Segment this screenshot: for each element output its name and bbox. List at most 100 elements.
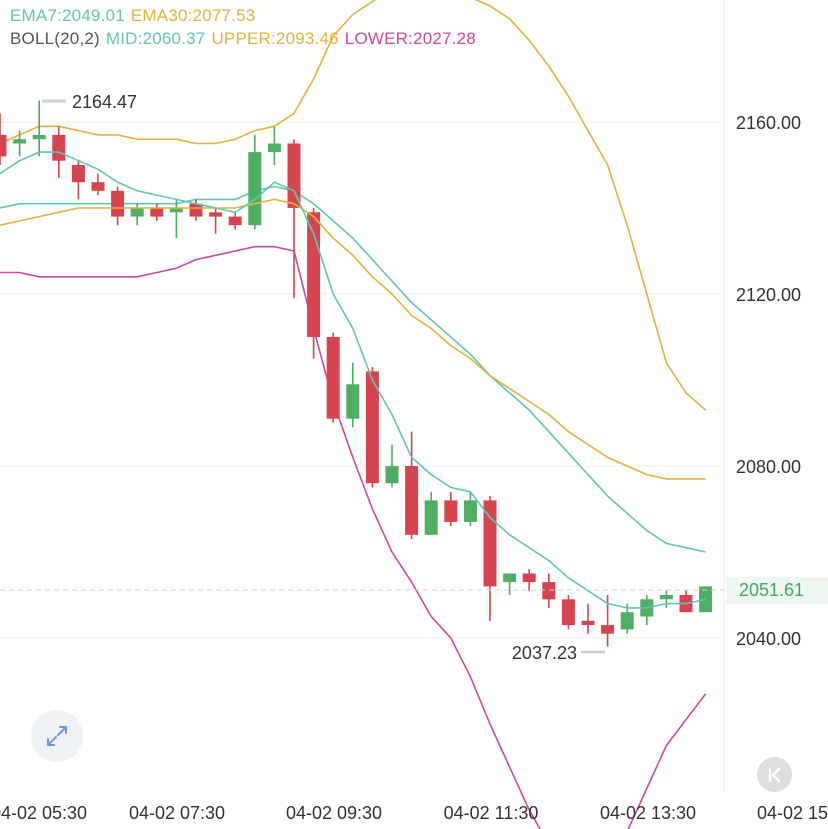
y-tick-label: 2040.00 xyxy=(736,629,801,649)
candle-up xyxy=(463,491,477,527)
high-marker-label: 2164.47 xyxy=(72,92,137,112)
low-marker: 2037.23 xyxy=(512,643,605,663)
candle-down xyxy=(365,367,379,488)
ema30-line xyxy=(0,198,706,480)
candle-down xyxy=(444,491,458,527)
candle-body xyxy=(444,500,458,522)
candle-up xyxy=(169,199,183,239)
candle-down xyxy=(307,208,321,359)
candle-body xyxy=(561,599,575,626)
high-marker: 2164.47 xyxy=(42,92,137,112)
upper-band-line xyxy=(0,0,707,411)
y-tick-label: 2120.00 xyxy=(736,285,801,305)
ema7-legend: EMA7:2049.01 xyxy=(10,6,125,25)
candle-body xyxy=(91,182,105,191)
candle-body xyxy=(542,582,556,600)
price-gridlines xyxy=(0,121,724,639)
candle-body xyxy=(32,134,46,140)
ema7-line xyxy=(0,151,706,609)
candle-body xyxy=(346,384,360,419)
candle-down xyxy=(581,603,595,634)
candle-up xyxy=(346,362,360,428)
candle-body xyxy=(267,143,281,153)
candle-down xyxy=(522,569,536,591)
candle-down xyxy=(405,431,419,540)
candle-body xyxy=(581,620,595,626)
candle-body xyxy=(248,152,262,226)
candle-up xyxy=(130,203,144,226)
candle-down xyxy=(483,496,497,621)
candle-body xyxy=(287,143,301,208)
candle-body xyxy=(503,573,517,583)
k-collapse-icon xyxy=(768,767,780,782)
candle-down xyxy=(111,186,125,226)
ema-lines xyxy=(0,151,706,609)
candle-body xyxy=(71,165,85,183)
mid-legend: MID:2060.37 xyxy=(105,29,206,48)
candle-body xyxy=(659,595,673,600)
current-price-tag: 2051.61 xyxy=(726,577,828,604)
candle-down xyxy=(561,595,575,630)
candle-body xyxy=(601,625,615,634)
y-tick-label: 2080.00 xyxy=(736,457,801,477)
x-tick-label: 04-02 05:30 xyxy=(0,803,87,823)
lower-band-line xyxy=(0,245,707,829)
candle-body xyxy=(424,500,438,535)
candle-body xyxy=(111,190,125,217)
candle-body xyxy=(52,134,66,161)
price-axis: 2160.00 2120.00 2080.00 2040.00 xyxy=(736,113,801,649)
y-tick-label: 2160.00 xyxy=(736,113,801,133)
lower-legend: LOWER:2027.28 xyxy=(344,29,476,48)
candle-body xyxy=(463,500,477,522)
ema-legend: EMA7:2049.01 EMA30:2077.53 xyxy=(10,6,261,26)
low-marker-label: 2037.23 xyxy=(512,643,577,663)
boll-label: BOLL(20,2) xyxy=(10,29,100,48)
upper-legend: UPPER:2093.46 xyxy=(211,29,339,48)
candle-down xyxy=(228,212,242,230)
candles xyxy=(0,100,713,647)
candle-body xyxy=(209,212,223,217)
candle-body xyxy=(130,208,144,217)
candle-body xyxy=(620,612,634,630)
candle-down xyxy=(150,203,164,221)
candle-body xyxy=(307,212,321,337)
x-tick-label: 04-02 15:30 xyxy=(757,803,828,823)
candle-down xyxy=(542,573,556,608)
candle-down xyxy=(209,208,223,234)
x-tick-label: 04-02 09:30 xyxy=(286,803,382,823)
candle-up xyxy=(267,126,281,165)
candle-body xyxy=(365,371,379,484)
candle-up xyxy=(385,444,399,488)
candle-up xyxy=(640,595,654,626)
expand-arrows-icon xyxy=(47,726,67,746)
x-tick-label: 04-02 13:30 xyxy=(600,803,696,823)
candle-body xyxy=(169,208,183,213)
candle-up xyxy=(424,491,438,535)
candle-body xyxy=(0,134,7,157)
candle-down xyxy=(326,332,340,423)
candle-body xyxy=(228,216,242,226)
candle-down xyxy=(0,113,7,165)
x-tick-label: 04-02 07:30 xyxy=(129,803,225,823)
expand-chart-button[interactable] xyxy=(31,710,83,762)
boll-legend: BOLL(20,2) MID:2060.37 UPPER:2093.46 LOWER:… xyxy=(10,29,482,49)
candle-up xyxy=(13,130,27,157)
candle-body xyxy=(522,573,536,583)
candle-body xyxy=(326,337,340,419)
candle-up xyxy=(503,573,517,595)
x-tick-label: 04-02 11:30 xyxy=(444,803,539,823)
candle-down xyxy=(91,173,105,196)
candle-down xyxy=(71,160,85,200)
time-axis: 04-02 05:30 04-02 07:30 04-02 09:30 04-02 1… xyxy=(0,803,828,823)
candle-body xyxy=(483,500,497,587)
candle-body xyxy=(405,466,419,535)
candle-up xyxy=(248,134,262,230)
k-collapse-button[interactable] xyxy=(757,757,792,792)
current-price-value: 2051.61 xyxy=(739,580,805,600)
candle-down xyxy=(679,590,693,613)
candle-up xyxy=(659,590,673,608)
candle-body xyxy=(189,203,203,217)
candle-body xyxy=(385,466,399,484)
candle-up xyxy=(32,100,46,157)
